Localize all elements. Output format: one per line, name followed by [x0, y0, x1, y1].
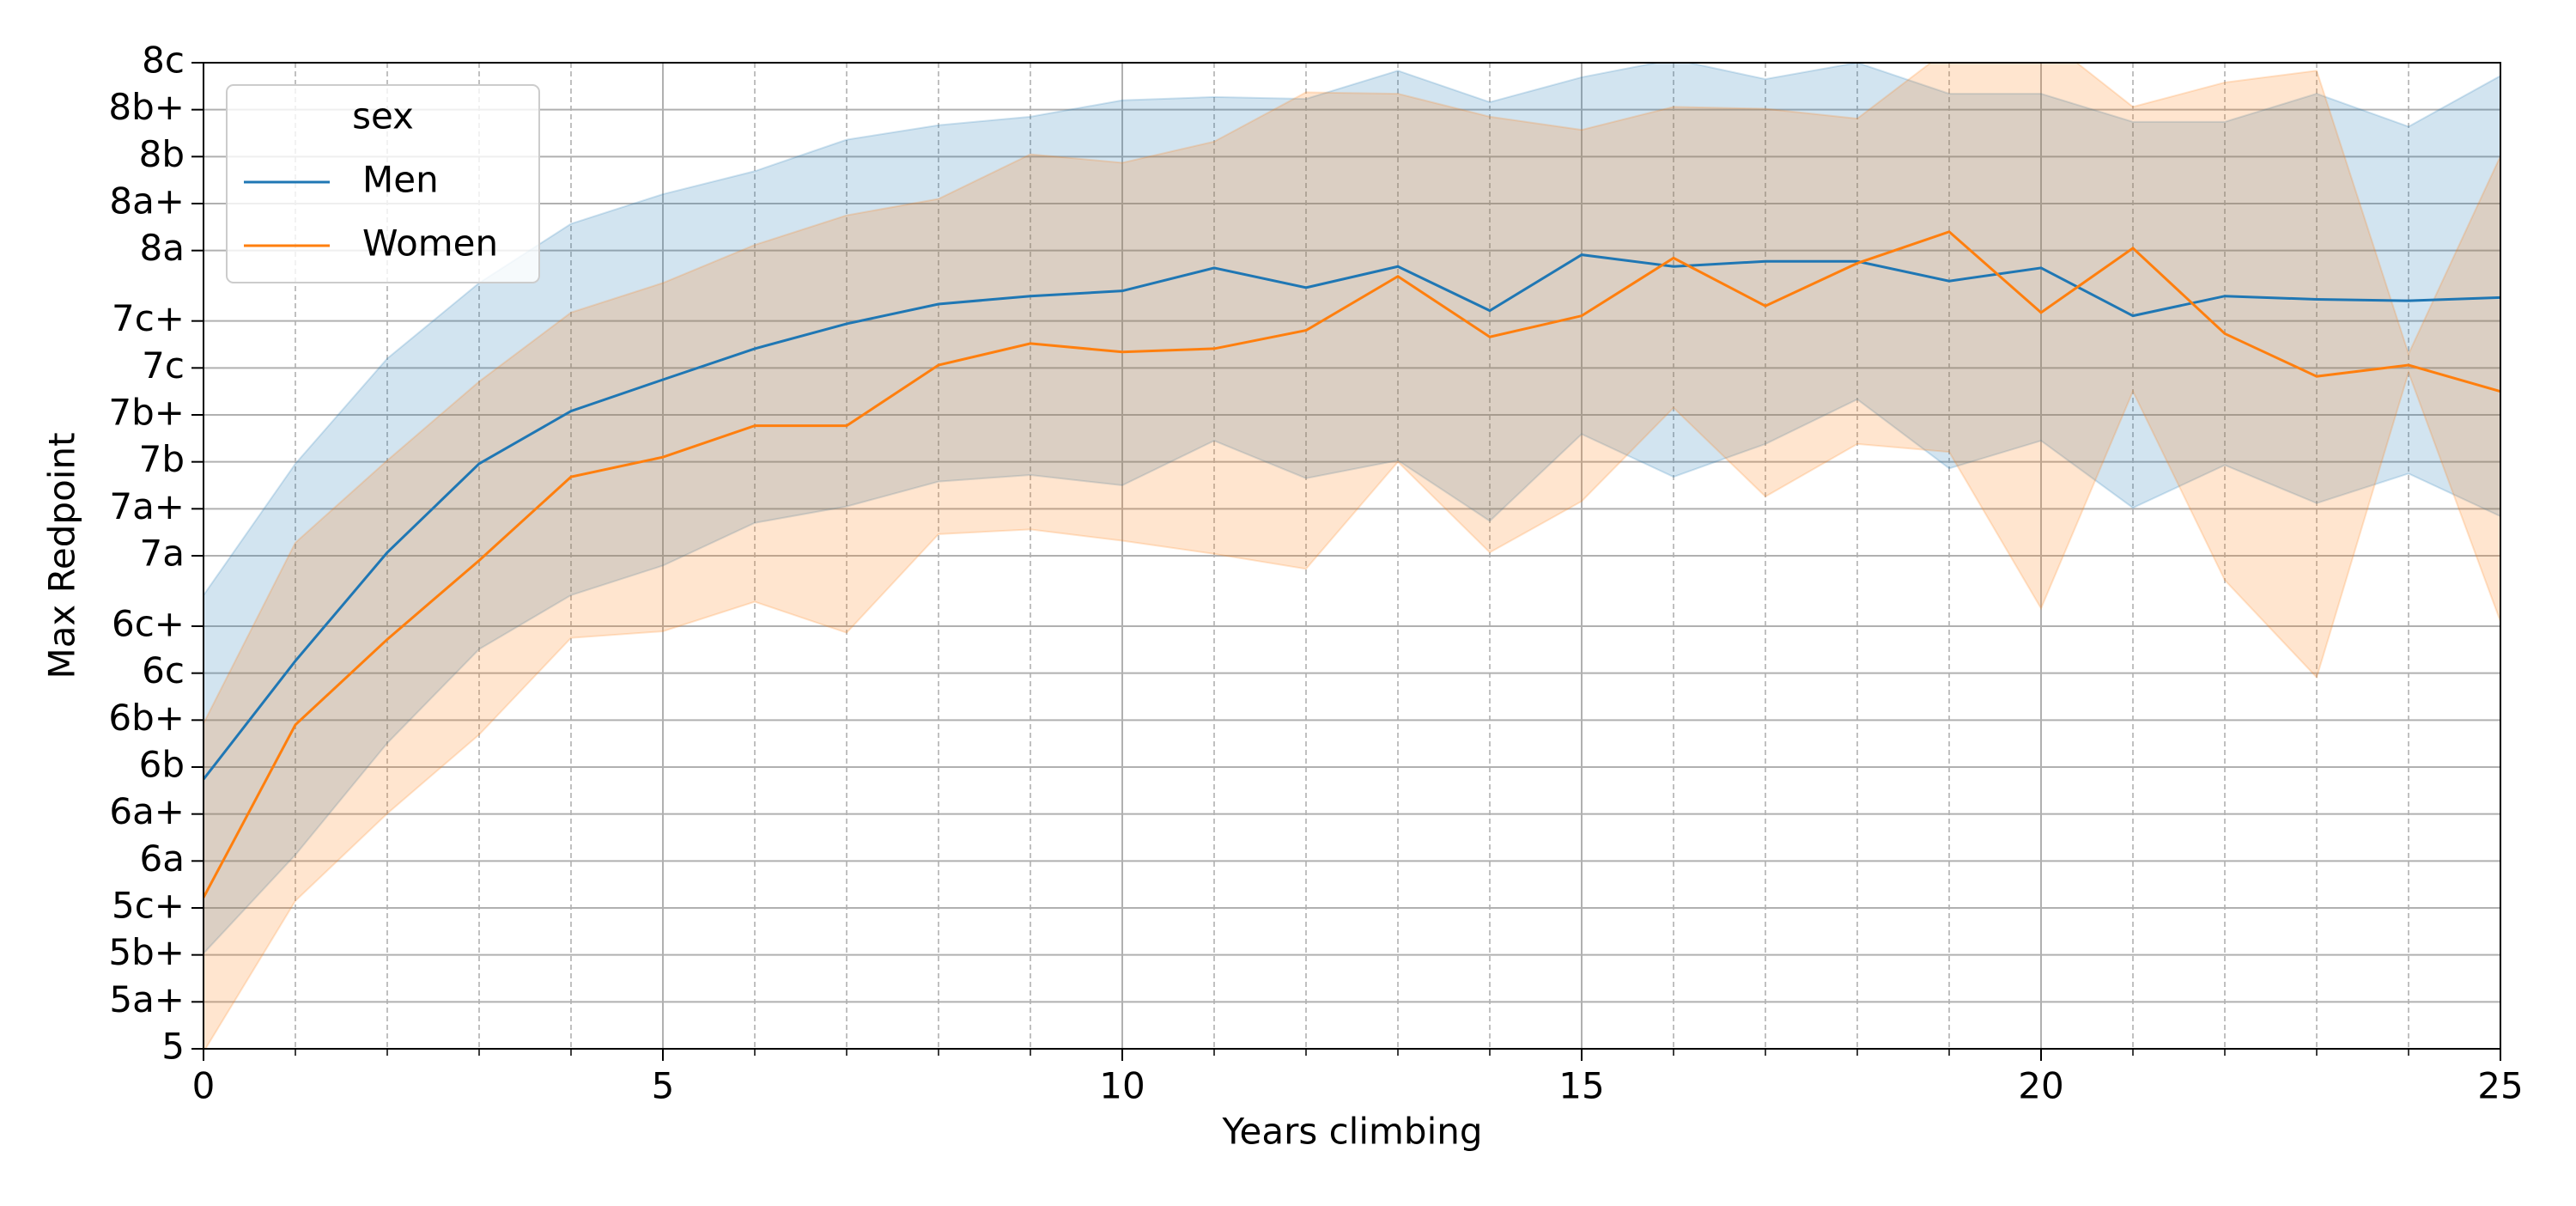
x-axis-label: Years climbing [1221, 1111, 1482, 1153]
y-tick-label: 7a [140, 533, 185, 575]
y-tick-label: 7c+ [112, 297, 185, 339]
legend-label: Women [362, 222, 498, 265]
series-line [204, 253, 2500, 781]
x-tick-label: 0 [192, 1065, 216, 1107]
y-tick-label: 8b+ [108, 86, 185, 128]
legend-box [226, 84, 540, 283]
confidence-band [204, 63, 2500, 955]
y-tick-label: 5a+ [109, 978, 185, 1020]
y-tick-label: 6a+ [109, 790, 185, 832]
y-tick-label: 8c [142, 40, 185, 82]
y-tick-label: 5c+ [112, 885, 185, 927]
ticks: 0 5 10 15 20 2555a+5b+5c+6a6a+6b6b+6c6c+7a7a+… [108, 40, 2523, 1107]
y-tick-label: 7b+ [108, 392, 185, 434]
y-tick-label: 6a [140, 838, 185, 880]
y-axis-label: Max Redpoint [41, 432, 83, 679]
series-line [204, 230, 2500, 898]
legend-title: sex [352, 95, 414, 137]
x-tick-label: 10 [1099, 1065, 1145, 1107]
y-tick-label: 7b [139, 438, 185, 480]
y-tick-label: 7a+ [109, 485, 185, 527]
x-tick-label: 5 [652, 1065, 675, 1107]
y-tick-label: 7c [142, 344, 185, 387]
legend-label: Men [362, 159, 439, 201]
x-tick-label: 20 [2018, 1065, 2063, 1107]
y-tick-label: 8b [139, 133, 185, 175]
bands [204, 63, 2500, 1049]
y-tick-label: 6b [139, 744, 185, 786]
x-tick-label: 25 [2477, 1065, 2523, 1107]
x-tick-label: 15 [1558, 1065, 1604, 1107]
y-tick-label: 8a+ [109, 180, 185, 222]
confidence-band [204, 63, 2500, 1049]
y-tick-label: 5b+ [108, 931, 185, 973]
legend: sex Men Women [226, 84, 540, 283]
y-tick-label: 5 [161, 1026, 185, 1068]
y-tick-label: 6c [142, 649, 185, 691]
y-tick-label: 8a [140, 227, 185, 269]
y-tick-label: 6b+ [108, 697, 185, 739]
lines [204, 230, 2500, 898]
y-tick-label: 6c+ [112, 603, 185, 645]
